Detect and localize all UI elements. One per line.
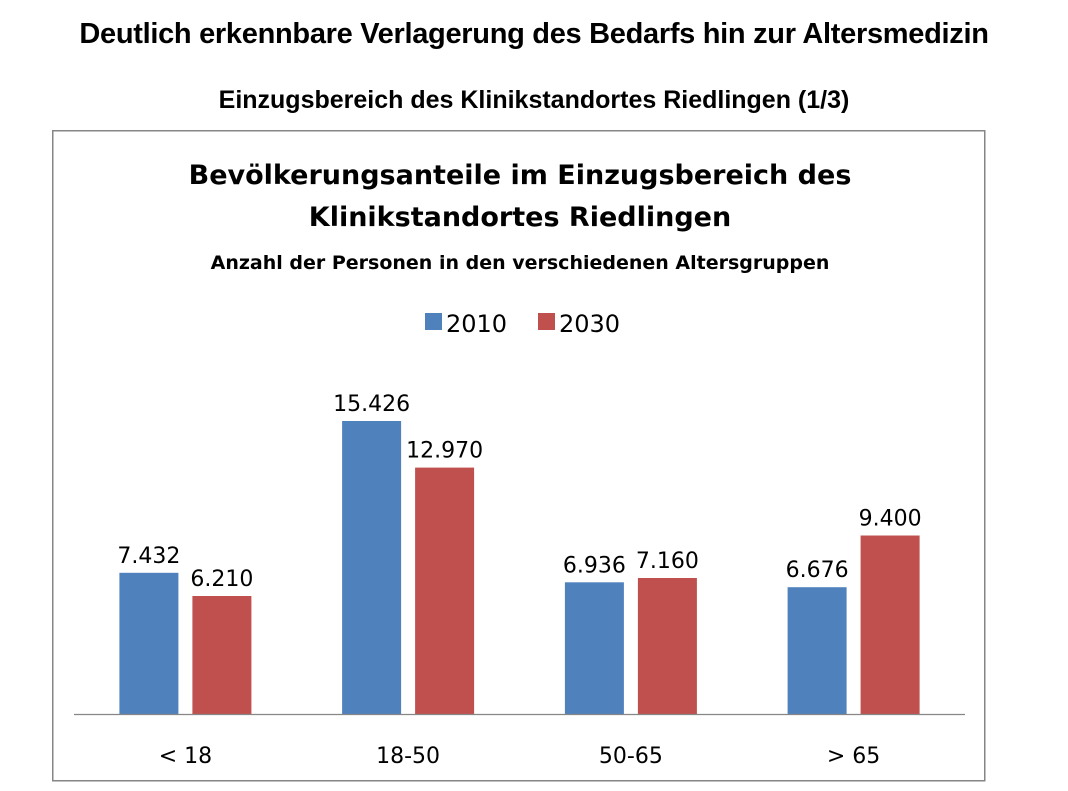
bars-group	[119, 421, 920, 714]
bar-2030-0	[192, 596, 252, 714]
value-label-2030-3: 9.400	[859, 507, 922, 532]
legend-swatch-2010	[425, 313, 442, 330]
bar-2030-1	[415, 467, 475, 714]
value-label-2030-0: 6.210	[190, 567, 253, 592]
category-label-0: < 18	[159, 744, 212, 769]
value-label-2030-2: 7.160	[636, 549, 699, 574]
bar-2010-1	[342, 421, 402, 714]
slide-subheadline: Einzugsbereich des Klinikstandortes Ried…	[218, 86, 850, 114]
legend-swatch-2030	[538, 313, 555, 330]
chart-subtitle: Anzahl der Personen in den verschiedenen…	[211, 252, 830, 274]
value-label-2010-2: 6.936	[563, 553, 626, 578]
bar-2010-2	[564, 582, 624, 714]
legend-label-2010: 2010	[446, 310, 507, 338]
chart-title-line2: Klinikstandortes Riedlingen	[309, 202, 731, 233]
value-label-2010-0: 7.432	[117, 544, 180, 569]
category-label-1: 18-50	[376, 744, 440, 769]
bar-2030-3	[860, 535, 920, 714]
category-label-2: 50-65	[599, 744, 663, 769]
bar-2010-3	[787, 587, 847, 714]
value-label-2010-3: 6.676	[786, 558, 849, 583]
value-label-2010-1: 15.426	[333, 392, 410, 417]
legend-label-2030: 2030	[559, 310, 620, 338]
bar-2010-0	[119, 572, 179, 714]
category-labels-group: < 18 18-50 50-65 > 65	[159, 744, 881, 769]
slide-headline: Deutlich erkennbare Verlagerung des Beda…	[79, 18, 989, 50]
bar-2030-2	[637, 578, 697, 714]
legend: 2010 2030	[425, 310, 620, 338]
chart-title-line1: Bevölkerungsanteile im Einzugsbereich de…	[189, 160, 852, 191]
value-label-2030-1: 12.970	[406, 439, 483, 464]
value-labels-group: 7.432 6.210 15.426 12.970 6.936 7.160 6.676 9.4…	[117, 392, 921, 592]
category-label-3: > 65	[827, 744, 880, 769]
